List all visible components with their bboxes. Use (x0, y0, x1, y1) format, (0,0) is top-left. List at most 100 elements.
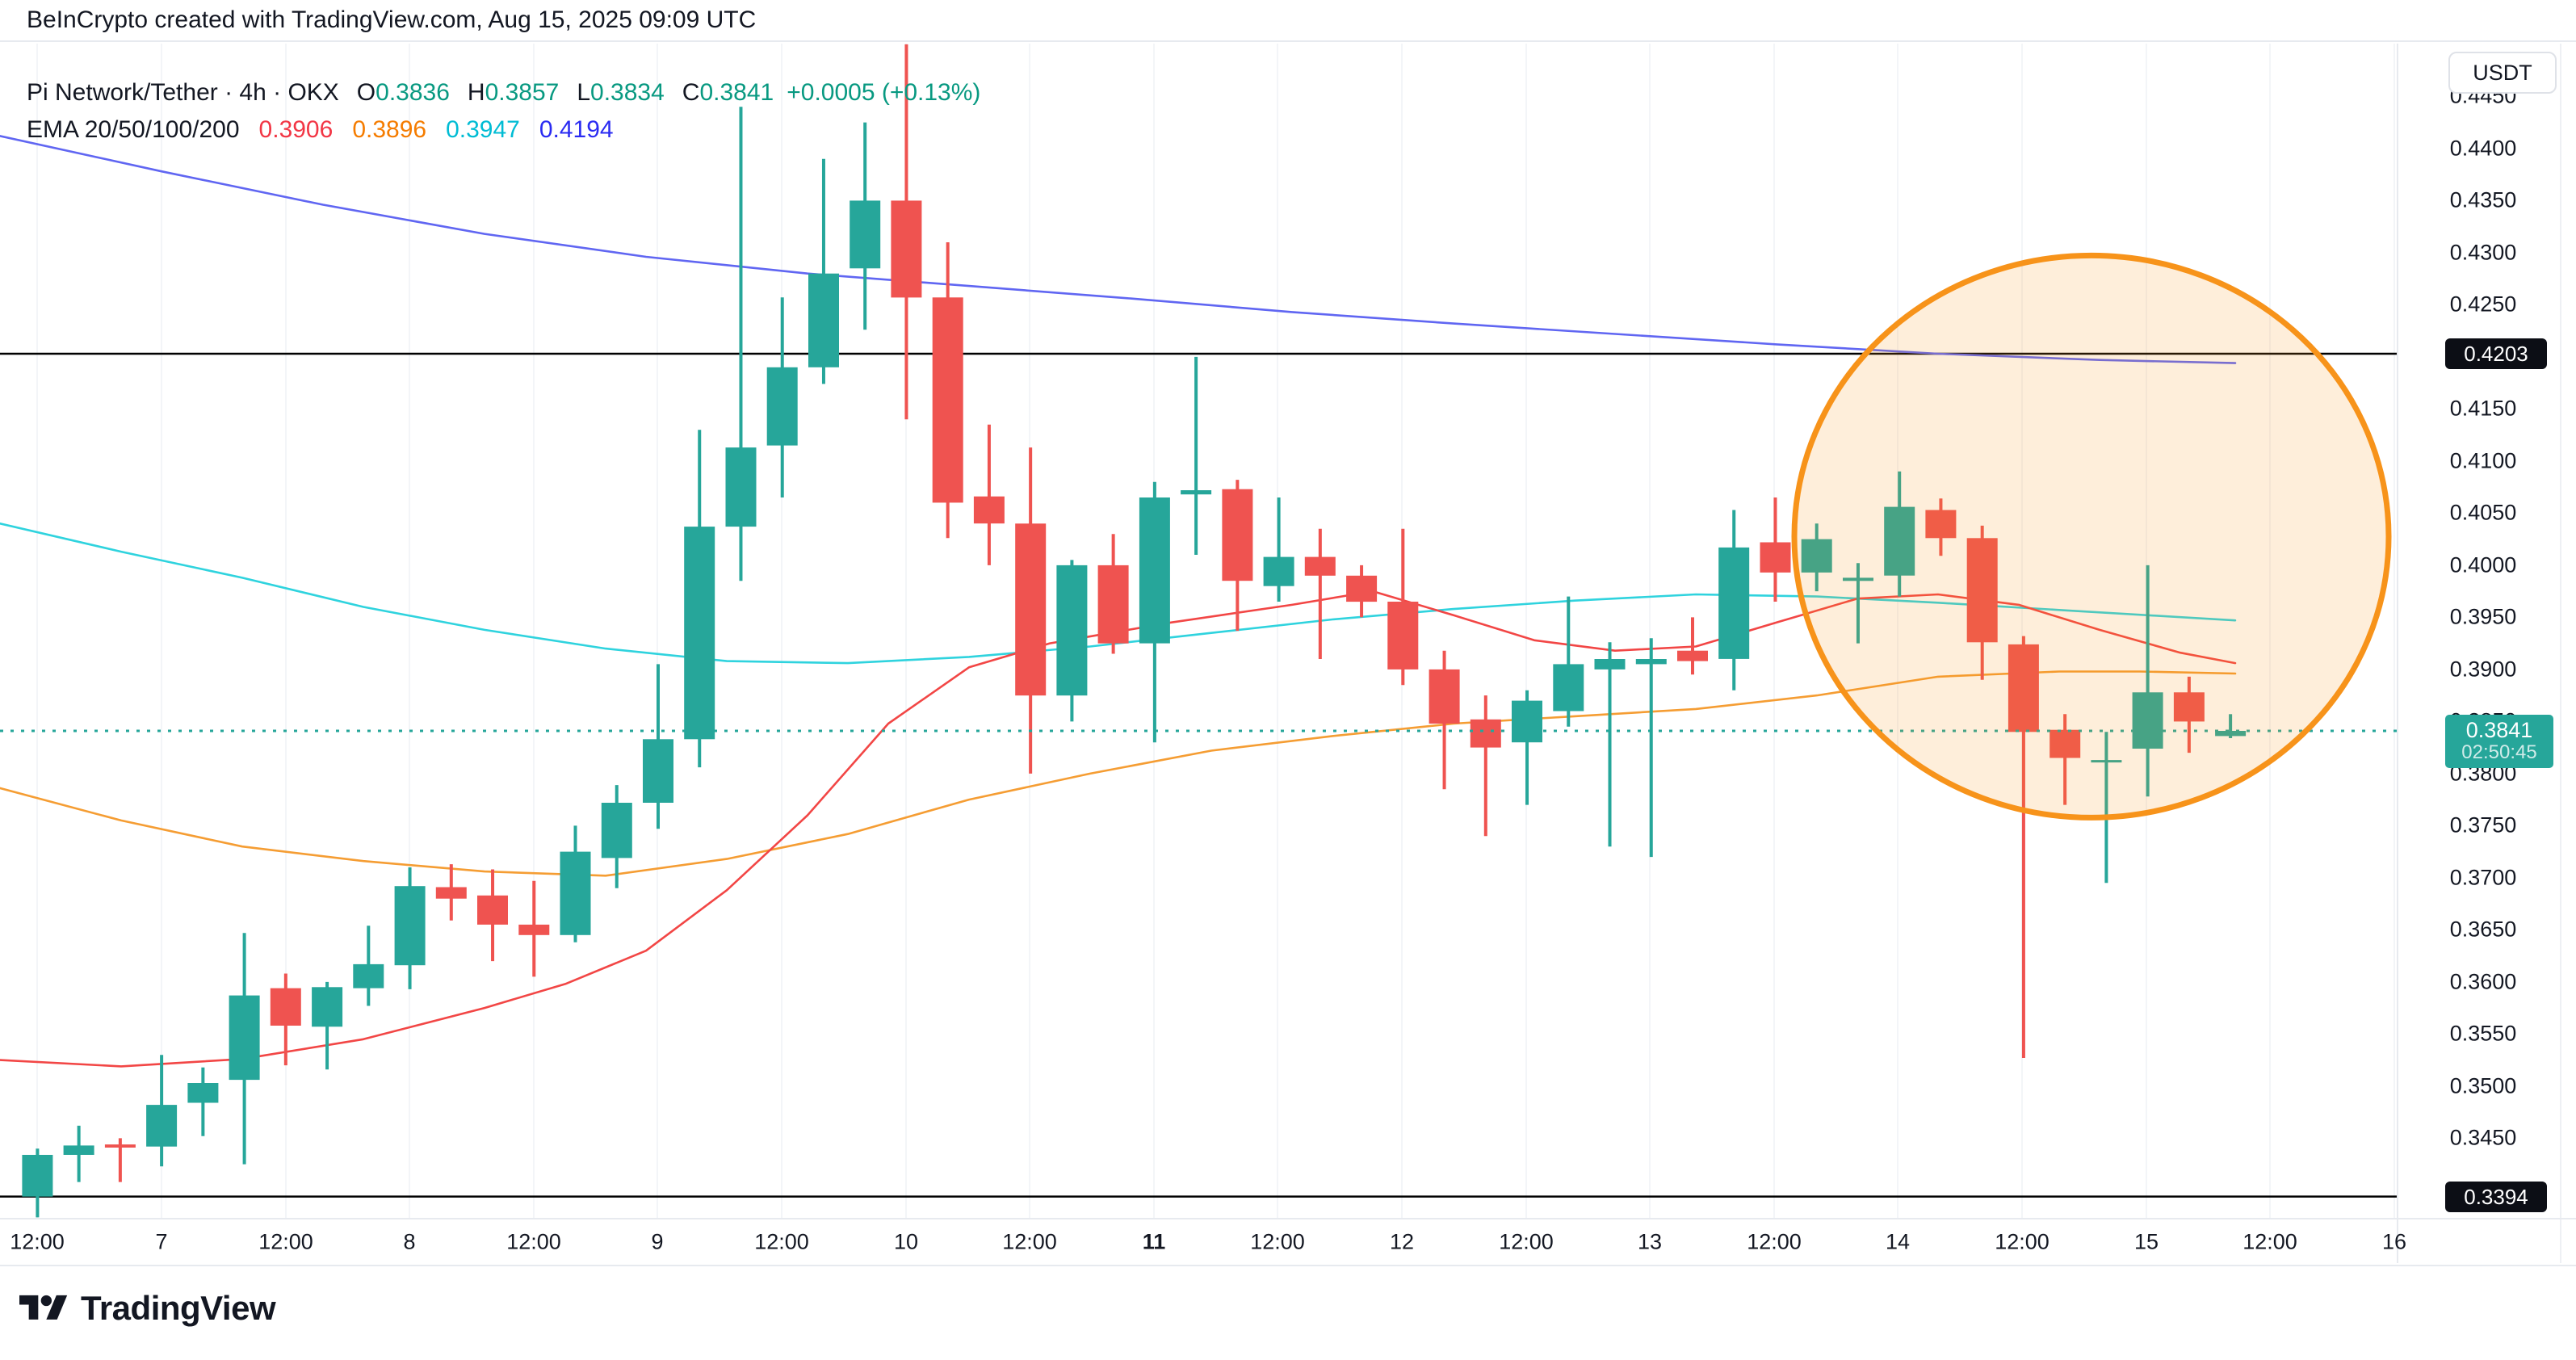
candle[interactable] (725, 107, 757, 581)
ema-legend-row[interactable]: EMA 20/50/100/200 0.3906 0.3896 0.3947 0.41… (27, 111, 980, 149)
ema-100-line (0, 522, 2237, 665)
candle[interactable] (1056, 560, 1088, 722)
candle[interactable] (1429, 650, 1460, 790)
candle[interactable] (1222, 480, 1253, 632)
ema-20-line (0, 590, 2237, 1068)
ema-value: 0.3947 (446, 116, 520, 143)
candle[interactable] (1801, 523, 1832, 592)
price-tick: 0.4300 (2449, 240, 2517, 265)
tradingview-brand-text: TradingView (81, 1289, 276, 1327)
change-value: +0.0005 (+0.13%) (787, 79, 981, 106)
symbol-legend-row[interactable]: Pi Network/Tether · 4h · OKX O0.3836 H0.3… (27, 74, 980, 111)
candle[interactable] (643, 664, 673, 829)
current-price-label: 0.3841 02:50:45 (2445, 715, 2553, 768)
candle[interactable] (146, 1055, 178, 1167)
time-tick: 12:00 (1499, 1229, 1554, 1254)
price-tick: 0.3650 (2449, 917, 2517, 942)
candle[interactable] (518, 880, 550, 977)
candle[interactable] (1387, 528, 1419, 686)
candle[interactable] (684, 430, 715, 768)
ema-indicator-label: EMA 20/50/100/200 (27, 116, 240, 143)
time-tick: 12:00 (10, 1229, 65, 1254)
candle[interactable] (1346, 565, 1378, 618)
candle[interactable] (2215, 714, 2247, 738)
candle[interactable] (2132, 565, 2163, 797)
candle[interactable] (2049, 714, 2081, 805)
candle[interactable] (477, 869, 508, 962)
ema-value: 0.3896 (352, 116, 427, 143)
price-axis[interactable]: 0.4450 0.4400 0.4350 0.4300 0.4250 0.4150 0.41… (2397, 44, 2561, 1263)
time-tick: 12:00 (258, 1229, 313, 1254)
chart-legend: Pi Network/Tether · 4h · OKX O0.3836 H0.3… (27, 74, 980, 149)
price-tick: 0.4150 (2449, 396, 2517, 421)
price-tick: 0.3600 (2449, 969, 2517, 994)
ema-value: 0.3906 (258, 116, 334, 143)
time-tick: 14 (1885, 1229, 1911, 1254)
price-tick: 0.4400 (2449, 136, 2517, 161)
candle[interactable] (1304, 528, 1336, 659)
candle[interactable] (1718, 510, 1750, 690)
time-tick: 13 (1637, 1229, 1663, 1254)
ohlc-values: O0.3836 H0.3857 L0.3834 C0.3841 (339, 74, 774, 111)
candle[interactable] (312, 981, 343, 1070)
candle[interactable] (1263, 497, 1294, 602)
highlight-circle-annotation[interactable] (1791, 252, 2392, 821)
candle[interactable] (1925, 498, 1957, 556)
candle[interactable] (766, 297, 798, 497)
price-chart[interactable] (0, 44, 2397, 1218)
time-axis[interactable]: 12:00 7 12:00 8 12:00 9 12:00 10 12:00 11 12:00 12 1… (0, 1218, 2576, 1266)
candle[interactable] (808, 158, 839, 384)
ema-50-line (0, 670, 2237, 877)
ohlc-h: H0.3857 (467, 79, 560, 106)
candle[interactable] (2091, 732, 2122, 884)
time-tick: 12:00 (1747, 1229, 1802, 1254)
price-tick: 0.3700 (2449, 865, 2517, 890)
candle[interactable] (1553, 596, 1584, 727)
candle[interactable] (1139, 481, 1170, 743)
candle[interactable] (601, 785, 632, 888)
candle[interactable] (973, 424, 1005, 565)
candle[interactable] (1512, 690, 1542, 805)
price-tick: 0.3550 (2449, 1021, 2517, 1046)
candle[interactable] (270, 973, 301, 1066)
symbol-title: Pi Network/Tether · 4h · OKX (27, 79, 339, 106)
tradingview-attribution[interactable]: TradingView (19, 1289, 276, 1328)
candle[interactable] (394, 867, 426, 989)
candle[interactable] (891, 44, 922, 420)
candle[interactable] (435, 864, 467, 921)
candle[interactable] (932, 242, 963, 539)
candle[interactable] (1097, 534, 1129, 654)
ema-values: 0.3906 0.3896 0.3947 0.4194 (240, 111, 614, 149)
candle[interactable] (2173, 676, 2205, 753)
time-tick: 15 (2133, 1229, 2159, 1254)
price-tick: 0.4100 (2449, 448, 2517, 473)
candle[interactable] (1677, 617, 1708, 675)
candle[interactable] (1884, 471, 1915, 597)
candle[interactable] (560, 825, 591, 942)
candle[interactable] (1635, 638, 1667, 858)
currency-toggle-button[interactable]: USDT (2448, 52, 2557, 94)
candle[interactable] (1594, 642, 1626, 847)
candle[interactable] (187, 1067, 219, 1136)
candle[interactable] (1470, 695, 1501, 837)
candle[interactable] (63, 1125, 94, 1182)
time-tick: 12:00 (1995, 1229, 2049, 1254)
ohlc-c: C0.3841 (682, 79, 774, 106)
candle[interactable] (1181, 356, 1212, 555)
candle[interactable] (104, 1138, 136, 1182)
candle[interactable] (353, 926, 384, 1006)
candle[interactable] (1966, 525, 1998, 680)
bar-countdown: 02:50:45 (2461, 741, 2537, 763)
watermark-bar: BeInCrypto created with TradingView.com,… (0, 0, 2576, 42)
tradingview-logo-icon (19, 1295, 68, 1320)
time-tick: 11 (1142, 1229, 1166, 1254)
candle[interactable] (22, 1148, 53, 1218)
candle[interactable] (2008, 636, 2039, 1058)
candle[interactable] (1843, 563, 1873, 644)
candle[interactable] (850, 122, 881, 330)
price-tick: 0.3500 (2449, 1073, 2517, 1098)
candle[interactable] (229, 933, 260, 1165)
ohlc-o: O0.3836 (356, 79, 450, 106)
candle[interactable] (1015, 447, 1047, 774)
candle[interactable] (1760, 497, 1791, 602)
